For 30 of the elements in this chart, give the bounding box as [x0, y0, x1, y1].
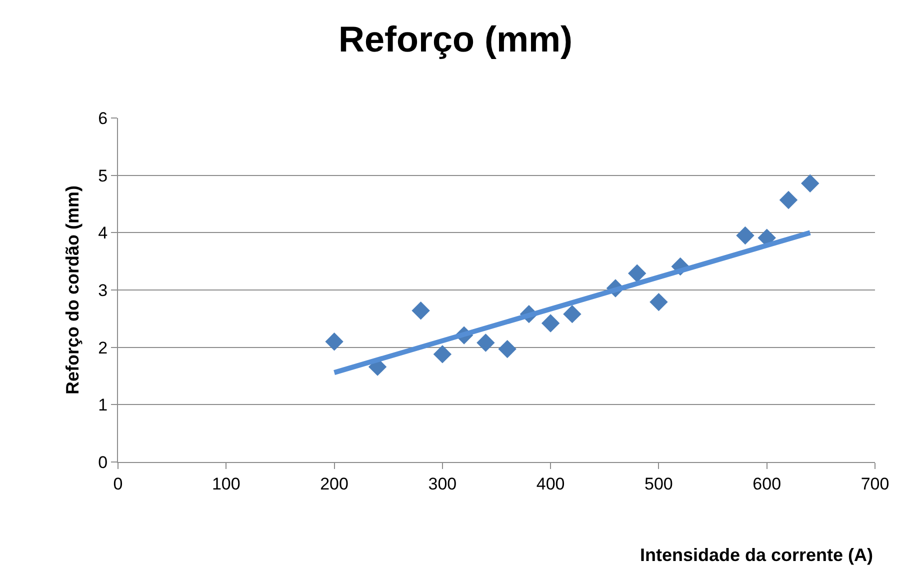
- chart-title: Reforço (mm): [338, 18, 573, 60]
- x-tick-label: 200: [320, 474, 348, 494]
- point: [476, 334, 495, 352]
- y-tick-label: 6: [98, 108, 108, 128]
- point: [541, 314, 560, 332]
- point: [563, 304, 582, 324]
- point: [325, 332, 344, 351]
- y-tick-label: 0: [98, 452, 108, 472]
- x-tick-label: 500: [644, 474, 673, 494]
- x-tick-label: 600: [752, 474, 782, 494]
- point: [628, 264, 646, 282]
- x-tick-label: 400: [536, 474, 565, 494]
- point: [498, 340, 516, 358]
- y-tick-label: 2: [98, 338, 108, 358]
- y-axis-title: Reforço do cordão (mm): [62, 185, 82, 395]
- x-axis-title: Intensidade da corrente (A): [640, 545, 874, 565]
- x-tick-label: 700: [860, 474, 890, 494]
- point: [433, 345, 452, 364]
- x-tick-label: 100: [212, 474, 240, 494]
- y-tick-label: 5: [98, 166, 108, 186]
- y-tick-label: 3: [98, 280, 108, 300]
- y-tick-label: 1: [98, 396, 108, 415]
- y-tick-label: 4: [98, 224, 108, 243]
- point: [801, 174, 820, 192]
- x-tick-label: 300: [428, 474, 457, 494]
- point: [736, 226, 754, 245]
- x-tick-label: 0: [113, 474, 123, 494]
- point: [779, 190, 798, 210]
- point: [412, 302, 430, 320]
- point: [650, 292, 668, 312]
